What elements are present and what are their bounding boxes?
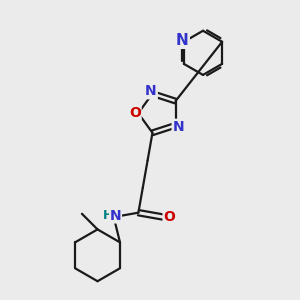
Text: N: N — [176, 33, 189, 48]
Text: H: H — [103, 209, 113, 222]
Text: O: O — [129, 106, 141, 120]
Text: N: N — [145, 84, 157, 98]
Text: O: O — [164, 210, 175, 224]
Text: N: N — [172, 120, 184, 134]
Text: N: N — [110, 209, 121, 223]
